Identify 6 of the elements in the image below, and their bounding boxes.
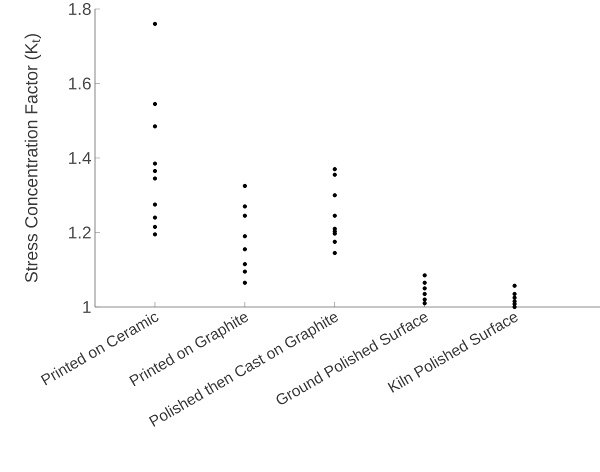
y-axis-title: Stress Concentration Factor (K$_{t}$) xyxy=(24,34,41,282)
y-tick-label: 1.4 xyxy=(69,152,91,164)
y-tick-label: 1 xyxy=(83,301,91,313)
y-tick-label: 1.6 xyxy=(69,77,91,90)
y-tick-label: 1.2 xyxy=(69,226,91,238)
y-tick-label: 1.8 xyxy=(69,2,91,16)
